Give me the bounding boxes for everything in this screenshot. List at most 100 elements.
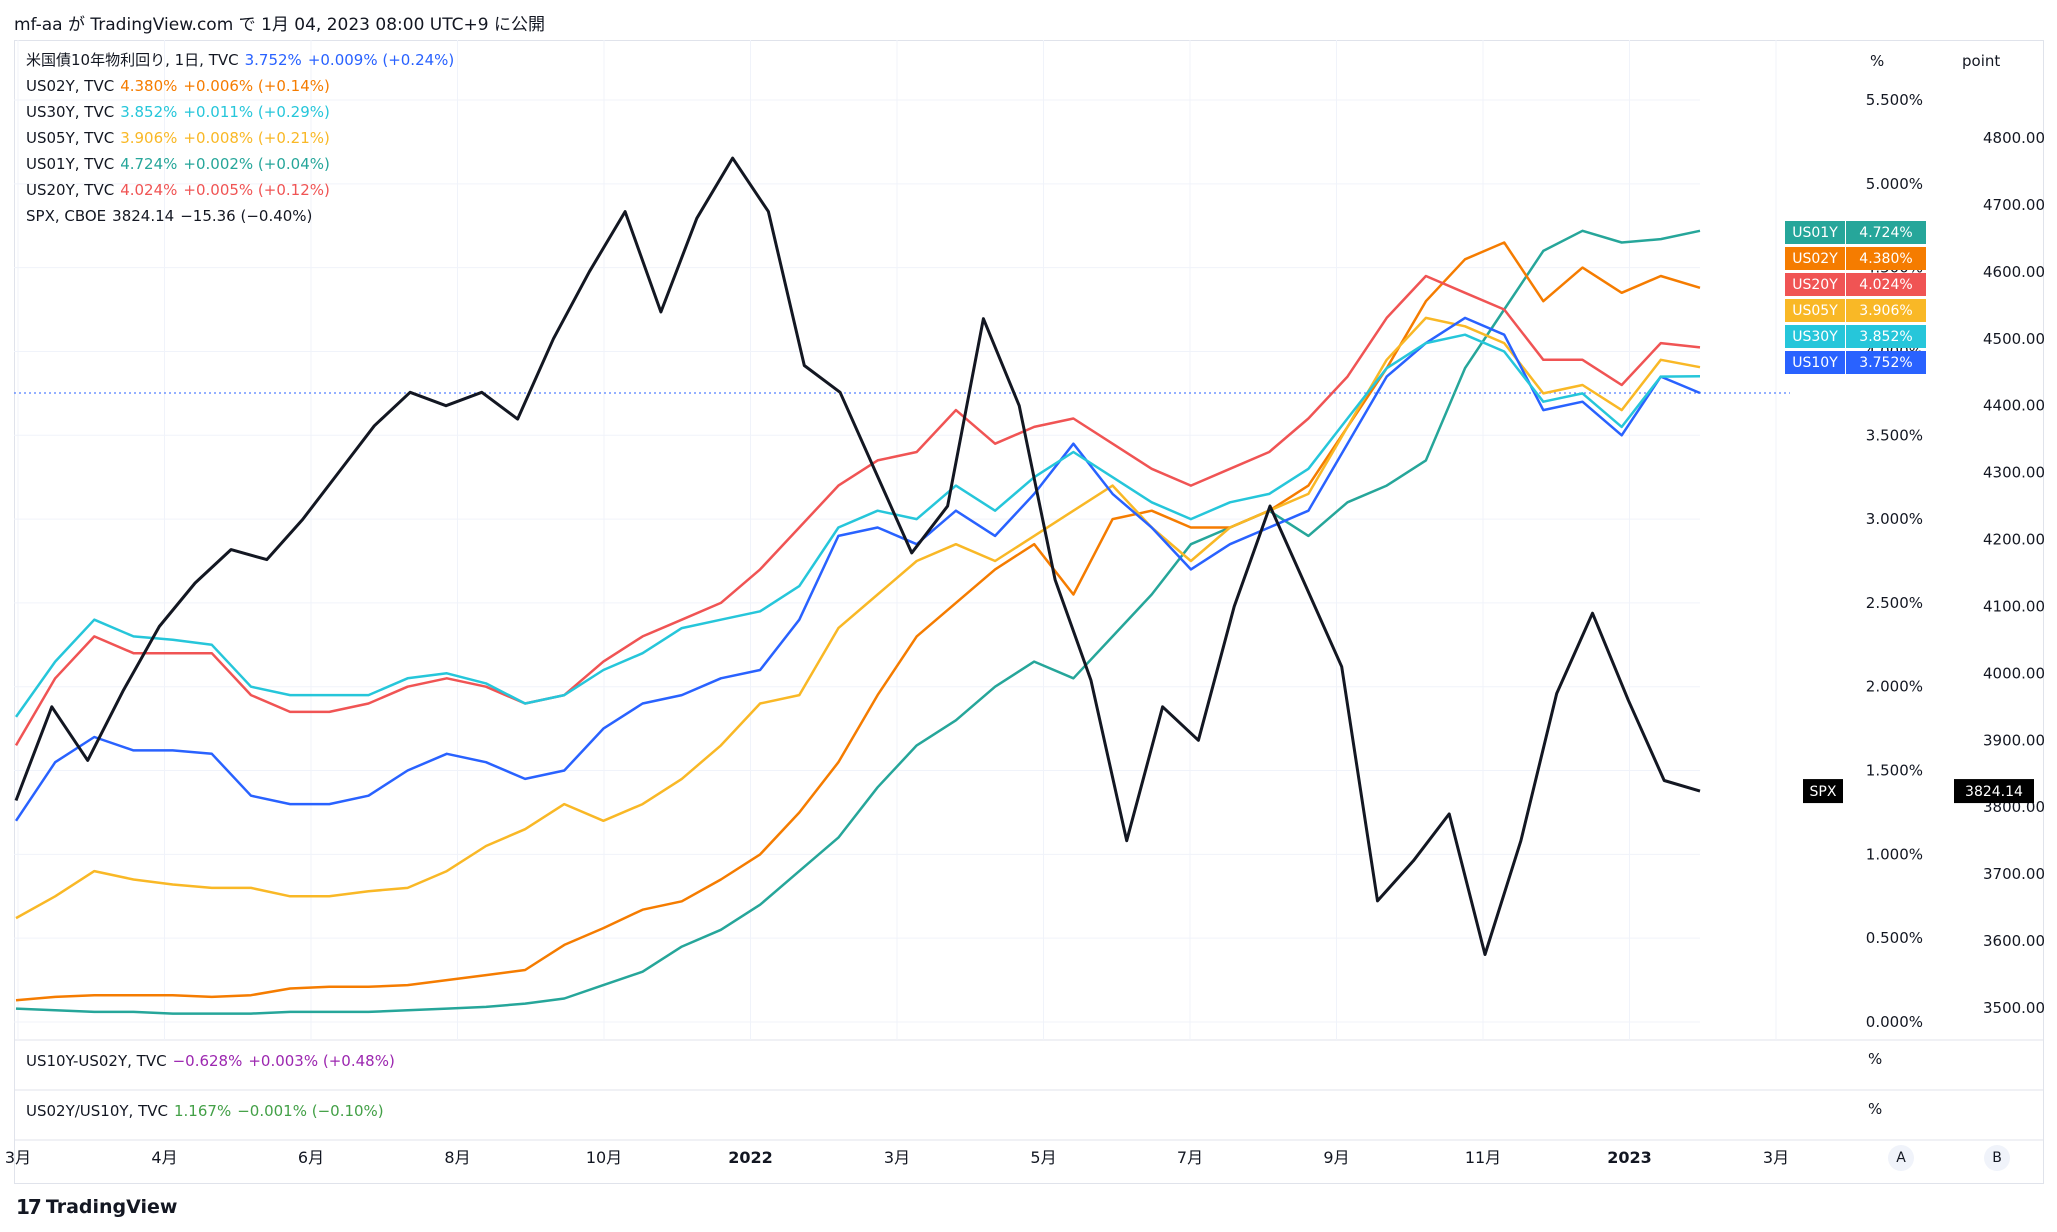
yield-tag-value-bg — [1846, 221, 1926, 244]
series-line-us20y — [14, 274, 1701, 747]
yield-tag-label-bg — [1785, 325, 1845, 348]
yield-tag-value-bg — [1846, 247, 1926, 270]
x-tick-label: 9月 — [1323, 1148, 1349, 1167]
yield-tag-label: US01Y — [1792, 225, 1838, 241]
legend-row-us20y: US20Y, TVC 4.024% +0.005% (+0.12%) — [26, 177, 460, 203]
pane3-name: US02Y/US10Y, TVC — [26, 1102, 168, 1120]
yield-tag-value-bg — [1846, 351, 1926, 374]
spx-tick-label: 4100.00 — [1983, 597, 2045, 615]
spx-tick-label: 3600.00 — [1983, 932, 2045, 950]
legend-change: +0.005% (+0.12%) — [183, 181, 330, 199]
legend-name: US01Y, TVC — [26, 155, 115, 173]
legend-change: +0.002% (+0.04%) — [183, 155, 330, 173]
legend-change: +0.006% (+0.14%) — [183, 77, 330, 95]
spx-tick-label: 4000.00 — [1983, 664, 2045, 682]
spx-tick-label: 3500.00 — [1983, 999, 2045, 1017]
legend-value: 4.024% — [120, 181, 178, 199]
x-tick-label: 6月 — [298, 1148, 324, 1167]
x-tick-label: 3月 — [5, 1148, 31, 1167]
publish-header: mf-aa が TradingView.com で 1月 04, 2023 08… — [14, 15, 545, 35]
yield-tick-label: 1.000% — [1866, 845, 1923, 863]
pane2-value: −0.628% — [172, 1052, 243, 1070]
x-tick-label: 5月 — [1030, 1148, 1056, 1167]
pane3-legend: US02Y/US10Y, TVC 1.167% −0.001% (−0.10%) — [26, 1098, 390, 1124]
series-line-us05y — [15, 316, 1701, 920]
legend-row-us05y: US05Y, TVC 3.906% +0.008% (+0.21%) — [26, 125, 460, 151]
spx-tick-label: 4600.00 — [1983, 263, 2045, 281]
yield-tag-label-bg — [1785, 247, 1845, 270]
pane2-change: +0.003% (+0.48%) — [248, 1052, 395, 1070]
yield-tag-value: 3.852% — [1859, 329, 1912, 345]
series-line-spx — [14, 156, 1701, 956]
yield-tag-value-bg — [1846, 325, 1926, 348]
series-line-us30y — [14, 333, 1701, 718]
chart-frame[interactable] — [14, 40, 2044, 1184]
yield-tick-label: 1.500% — [1866, 762, 1923, 780]
yield-tag-label: US20Y — [1792, 277, 1838, 293]
yield-tick-label: 2.500% — [1866, 594, 1923, 612]
legend-name: US05Y, TVC — [26, 129, 115, 147]
spx-tick-label: 4500.00 — [1983, 330, 2045, 348]
legend-row-us30y: US30Y, TVC 3.852% +0.011% (+0.29%) — [26, 99, 460, 125]
yield-tag-label: US10Y — [1792, 355, 1838, 371]
x-tick-label: 4月 — [151, 1148, 177, 1167]
yield-tag-label-bg — [1785, 273, 1845, 296]
spx-tick-label: 3900.00 — [1983, 731, 2045, 749]
yield-tag-value: 3.906% — [1859, 303, 1912, 319]
x-tick-label: 3月 — [1763, 1148, 1789, 1167]
legend-row-us10y: 米国債10年物利回り, 1日, TVC 3.752% +0.009% (+0.24%… — [26, 47, 460, 73]
legend-name: US02Y, TVC — [26, 77, 115, 95]
yield-tag-value-bg — [1846, 273, 1926, 296]
spx-tick-label: 4400.00 — [1983, 397, 2045, 415]
yield-tag-value: 4.724% — [1859, 225, 1912, 241]
legend-name: US30Y, TVC — [26, 103, 115, 121]
series-line-us02y — [15, 241, 1701, 1002]
legend-row-spx: SPX, CBOE 3824.14 −15.36 (−0.40%) — [26, 203, 460, 229]
series-line-us10y — [14, 316, 1701, 822]
yield-tick-label: 2.000% — [1866, 678, 1923, 696]
yield-tag-label: US02Y — [1792, 251, 1838, 267]
yield-tick-label: 5.500% — [1866, 91, 1923, 109]
x-tick-label: 10月 — [586, 1148, 622, 1167]
spx-tick-label: 3700.00 — [1983, 865, 2045, 883]
main-legend: 米国債10年物利回り, 1日, TVC 3.752% +0.009% (+0.24%… — [26, 47, 460, 229]
yield-tag-label: US05Y — [1792, 303, 1838, 319]
tradingview-logo-icon: 17 — [16, 1195, 42, 1219]
legend-row-us01y: US01Y, TVC 4.724% +0.002% (+0.04%) — [26, 151, 460, 177]
legend-value: 3.752% — [244, 51, 302, 69]
pane3-unit: % — [1868, 1100, 1883, 1118]
legend-value: 4.724% — [120, 155, 178, 173]
yield-tick-label: 0.500% — [1866, 929, 1923, 947]
legend-value: 3824.14 — [112, 207, 175, 225]
yield-tag-value: 4.380% — [1859, 251, 1912, 267]
legend-row-us02y: US02Y, TVC 4.380% +0.006% (+0.14%) — [26, 73, 460, 99]
pane2-name: US10Y-US02Y, TVC — [26, 1052, 167, 1070]
scale-auto-button[interactable]: A — [1888, 1145, 1914, 1171]
legend-name: US20Y, TVC — [26, 181, 115, 199]
x-tick-label: 7月 — [1177, 1148, 1203, 1167]
spx-tag-value: 3824.14 — [1965, 784, 2023, 800]
yield-tag-value-bg — [1846, 299, 1926, 322]
yield-tag-value: 3.752% — [1859, 355, 1912, 371]
legend-value: 3.852% — [120, 103, 178, 121]
footer-brand-text: TradingView — [45, 1196, 178, 1218]
legend-value: 4.380% — [120, 77, 178, 95]
legend-change: +0.008% (+0.21%) — [183, 129, 330, 147]
legend-change: −15.36 (−0.40%) — [180, 207, 313, 225]
left-axis-unit: % — [1870, 52, 1884, 70]
x-tick-label: 2022 — [728, 1148, 773, 1167]
pane3-value: 1.167% — [174, 1102, 232, 1120]
yield-tick-label: 3.000% — [1866, 510, 1923, 528]
yield-tag-label-bg — [1785, 351, 1845, 374]
right-axis-unit: point — [1962, 52, 2000, 70]
scale-b-button[interactable]: B — [1984, 1145, 2010, 1171]
yield-tag-label-bg — [1785, 221, 1845, 244]
footer-brand: 17 TradingView — [16, 1195, 177, 1219]
yield-tick-label: 5.000% — [1866, 175, 1923, 193]
x-tick-label: 11月 — [1465, 1148, 1501, 1167]
x-tick-label: 3月 — [884, 1148, 910, 1167]
spx-tag-label: SPX — [1810, 784, 1837, 800]
pane2-legend: US10Y-US02Y, TVC −0.628% +0.003% (+0.48%) — [26, 1048, 401, 1074]
series-line-us01y — [15, 229, 1701, 1015]
